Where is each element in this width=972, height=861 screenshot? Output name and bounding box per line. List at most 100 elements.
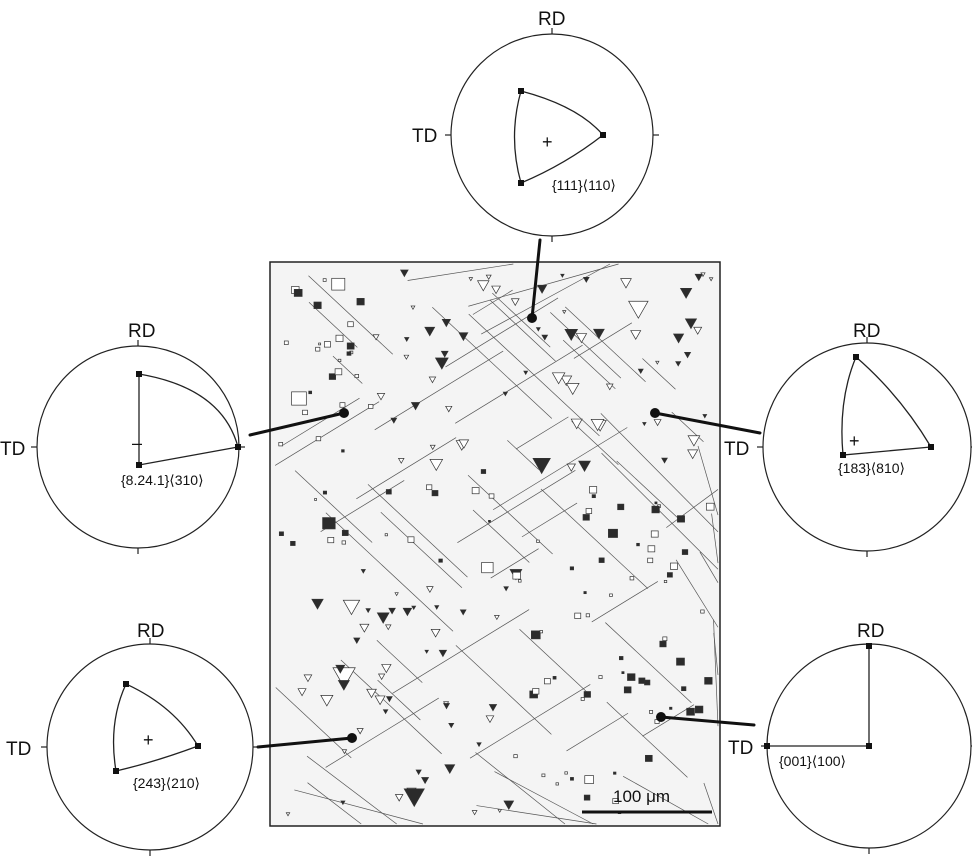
etch-pit: [638, 677, 646, 684]
etch-pit: [318, 342, 322, 346]
etch-pit: [346, 342, 355, 350]
etch-pit: [459, 609, 467, 616]
etch-pit: [476, 742, 482, 748]
etch-pit: [382, 709, 389, 715]
etch-pit: [314, 498, 317, 501]
etch-pit: [438, 649, 448, 658]
etch-pit: [390, 417, 398, 424]
etch-pit: [347, 321, 354, 328]
etch-pit: [708, 277, 714, 282]
etch-pit: [666, 572, 673, 578]
etch-pit: [341, 749, 348, 755]
etch-pit: [585, 613, 590, 618]
etch-pit: [376, 612, 390, 624]
etch-pit: [621, 671, 625, 674]
etch-pit: [376, 393, 386, 401]
etch-pit: [612, 798, 619, 805]
etch-pit: [359, 623, 370, 633]
etch-pit: [320, 694, 334, 707]
etch-pit: [510, 298, 520, 307]
etch-pit: [605, 383, 614, 391]
td-axis-label: TD: [724, 439, 749, 460]
etch-line: [699, 551, 719, 583]
etch-pit: [655, 360, 660, 365]
etch-pit: [659, 640, 667, 648]
etch-line: [490, 548, 539, 579]
etch-pit: [322, 278, 327, 282]
etch-line: [494, 771, 594, 825]
etch-pit: [617, 503, 625, 511]
etch-pit: [291, 391, 307, 406]
etch-line: [600, 413, 719, 533]
etch-pit: [426, 484, 433, 491]
etch-pit: [570, 418, 583, 430]
etch-pit: [570, 777, 574, 781]
etch-line: [697, 445, 719, 516]
etch-pit: [503, 586, 509, 592]
etch-pit: [627, 673, 636, 681]
etch-pit: [650, 530, 659, 538]
etch-line: [550, 312, 622, 379]
etch-pit: [407, 536, 415, 543]
etch-pit: [488, 493, 495, 499]
etch-pit: [536, 284, 548, 294]
etch-pit: [480, 469, 487, 474]
etch-pit: [339, 402, 346, 408]
etch-pit: [448, 722, 455, 729]
etch-pit: [644, 679, 651, 686]
leader-left-mid: [248, 411, 346, 437]
rd-axis-label: RD: [857, 621, 884, 642]
etch-pit: [372, 334, 380, 341]
etch-pit: [332, 667, 356, 688]
center-mark: –: [132, 433, 142, 453]
etch-line: [325, 697, 439, 768]
scale-bar: 100 μm: [582, 787, 712, 814]
etch-pit: [471, 487, 480, 495]
etch-line: [308, 275, 394, 355]
etch-pit: [385, 489, 392, 495]
etch-line: [713, 632, 719, 675]
etch-line: [591, 581, 659, 623]
etch-pit: [662, 636, 668, 641]
etch-pit: [290, 540, 296, 546]
etch-pits: [278, 269, 715, 817]
etch-pit: [385, 696, 393, 703]
scale-bar-label: 100 μm: [613, 787, 670, 806]
orientation-label: {243}⟨210⟩: [133, 775, 200, 791]
etch-line: [307, 782, 362, 825]
etch-pit: [297, 688, 307, 697]
etch-pit: [654, 501, 658, 505]
etch-line: [675, 559, 719, 628]
etch-pit: [354, 374, 359, 379]
etch-pit: [539, 630, 543, 634]
etch-line: [432, 306, 553, 419]
etch-pit: [424, 326, 436, 337]
etch-pit: [677, 515, 685, 523]
etch-pit: [613, 771, 617, 775]
etch-pit: [620, 278, 632, 289]
etch-pit: [590, 419, 605, 432]
etch-pit: [485, 274, 492, 281]
etch-pit: [340, 800, 346, 806]
etch-line: [377, 679, 421, 721]
etch-pit: [535, 327, 541, 332]
etch-line: [605, 622, 692, 704]
etch-line: [407, 263, 514, 281]
etch-pit: [476, 280, 490, 292]
etch-pit: [403, 354, 410, 360]
etch-pit: [322, 490, 327, 495]
etch-pit: [293, 289, 303, 297]
orientation-label: {001}⟨100⟩: [779, 753, 846, 769]
etch-line: [489, 299, 556, 362]
leader-right-mid: [653, 411, 762, 435]
etch-pit: [645, 754, 653, 762]
etch-pit: [341, 540, 346, 545]
etch-pit: [629, 576, 635, 581]
etch-pit: [589, 486, 598, 494]
etch-pit: [444, 764, 456, 774]
etch-pit: [679, 288, 693, 299]
etch-line: [455, 344, 583, 424]
etch-pit: [434, 605, 440, 610]
etch-line: [642, 704, 695, 737]
etch-pit: [530, 630, 541, 640]
